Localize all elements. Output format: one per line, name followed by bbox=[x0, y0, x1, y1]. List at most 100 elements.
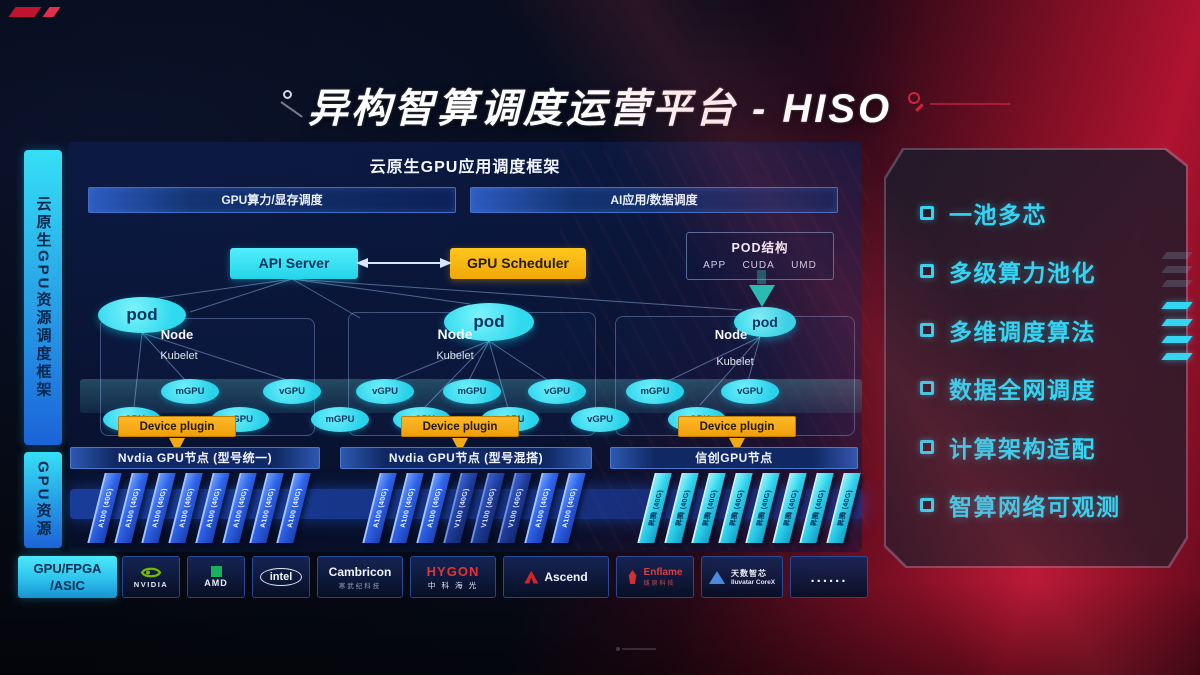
gpu-node-header-2: Nvdia GPU节点 (型号混搭) bbox=[340, 447, 592, 469]
square-bullet-icon bbox=[920, 322, 934, 337]
vendor-name: AMD bbox=[204, 578, 228, 588]
api-scheduler-arrow bbox=[356, 258, 452, 268]
vendor-row: NVIDIA AMD intel Cambricon 寒武纪科技 HYGON 中 科 海 光… bbox=[122, 556, 870, 598]
gpu-card-label: 昇腾 (40G) bbox=[836, 489, 854, 527]
square-bullet-icon bbox=[920, 439, 934, 454]
feature-label: 计算架构适配 bbox=[949, 435, 1096, 462]
kubelet-label-1: Kubelet bbox=[160, 350, 198, 362]
vendor-name: HYGON bbox=[426, 563, 480, 579]
square-bullet-icon bbox=[920, 381, 934, 396]
gpu-card-label: 昇腾 (40G) bbox=[701, 489, 719, 527]
pod-layer-app: APP bbox=[703, 260, 727, 271]
gpu-card-label: A100 (40G) bbox=[372, 488, 389, 528]
corner-stripe-decoration bbox=[8, 7, 42, 17]
feature-list: 一池多芯多级算力池化 多维调度算法数据全网调度 计算架构适配智算网络可观测 bbox=[886, 150, 1186, 566]
gpu-card-label: A100 (40G) bbox=[259, 488, 276, 528]
gpu-card-label: A100 (40G) bbox=[232, 488, 249, 528]
feature-item-1: 一池多芯 bbox=[920, 196, 1186, 230]
framework-bar-gpu: GPU算力/显存调度 bbox=[88, 187, 456, 213]
vendor-amd: AMD bbox=[187, 556, 245, 598]
framework-title: 云原生GPU应用调度框架 bbox=[369, 159, 561, 176]
framework-bar-ai: AI应用/数据调度 bbox=[470, 187, 838, 213]
pod-ellipse-1: pod bbox=[98, 297, 186, 333]
gpu-card-label: 昇腾 (40G) bbox=[674, 489, 692, 527]
vendor-row-inner: Ascend bbox=[524, 570, 588, 584]
asic-label-line1: GPU/FPGA bbox=[33, 561, 102, 576]
gpu-card-label: A100 (40G) bbox=[178, 488, 195, 528]
sidebar-framework-bar: 云原生GPU资源调度框架 bbox=[24, 150, 62, 445]
gpu-card-label: V100 (40G) bbox=[480, 488, 497, 528]
gpu-card-label: 昇腾 (40G) bbox=[647, 489, 665, 527]
square-bullet-icon bbox=[920, 206, 934, 220]
vendor-sub: 寒武纪科技 bbox=[338, 582, 382, 590]
gpu-card-label: A100 (40G) bbox=[151, 488, 168, 528]
feature-item-6: 智算网络可观测 bbox=[920, 488, 1186, 522]
gpu-card-label: V100 (40G) bbox=[453, 488, 470, 528]
mgpu-oval: mGPU bbox=[626, 379, 684, 404]
vendor-name: Enflame bbox=[643, 567, 683, 578]
device-plugin-3: Device plugin bbox=[678, 416, 796, 437]
sidebar-resource-label: GPU资源 bbox=[34, 461, 52, 539]
feature-item-3: 多维调度算法 bbox=[920, 313, 1186, 347]
gpu-scheduler-box: GPU Scheduler bbox=[450, 248, 586, 279]
feature-label: 数据全网调度 bbox=[949, 377, 1096, 404]
vendor-dots: ...... bbox=[790, 556, 868, 598]
gpu-fpga-asic-box: GPU/FPGA /ASIC bbox=[18, 556, 117, 598]
kubelet-label-3: Kubelet bbox=[716, 356, 754, 368]
corner-stripe-decoration bbox=[42, 7, 61, 17]
vgpu-oval: vGPU bbox=[571, 407, 629, 432]
iluvatar-logo-icon bbox=[708, 570, 725, 584]
kubelet-label-2: Kubelet bbox=[436, 350, 474, 362]
gpu-card-label: A100 (40G) bbox=[124, 488, 141, 528]
asic-label-line2: /ASIC bbox=[50, 577, 85, 593]
feature-item-5: 计算架构适配 bbox=[920, 430, 1186, 464]
pod-layer-umd: UMD bbox=[791, 260, 817, 271]
intel-logo-icon: intel bbox=[259, 568, 303, 586]
gpu-card-label: 昇腾 (40G) bbox=[809, 489, 827, 527]
pod-ellipse-3: pod bbox=[734, 307, 796, 337]
device-plugin-2: Device plugin bbox=[401, 416, 519, 437]
gpu-card-label: V100 (40G) bbox=[507, 488, 524, 528]
pod-ellipse-2: pod bbox=[444, 303, 534, 341]
footer-circuit-line bbox=[622, 648, 656, 650]
gpu-card-label: A100 (40G) bbox=[205, 488, 222, 528]
feature-item-2: 多级算力池化 bbox=[920, 254, 1186, 288]
pod-structure-title: POD结构 bbox=[731, 241, 789, 255]
vendor-name: NVIDIA bbox=[133, 579, 169, 589]
mgpu-oval: mGPU bbox=[443, 379, 501, 404]
gpu-card-label: A100 (40G) bbox=[534, 488, 551, 528]
vendor-sub: 燧原科技 bbox=[643, 581, 676, 587]
feature-label: 一池多芯 bbox=[949, 202, 1047, 228]
vendor-name: Cambricon bbox=[328, 564, 392, 579]
mgpu-oval: mGPU bbox=[161, 379, 219, 404]
vendor-sub: 中 科 海 光 bbox=[427, 580, 479, 590]
api-server-box: API Server bbox=[230, 248, 358, 279]
gpu-card-label: 昇腾 (40G) bbox=[728, 489, 746, 527]
vendor-row-inner: 天数智芯 Iluvatar CoreX bbox=[708, 568, 775, 586]
vgpu-oval: vGPU bbox=[721, 379, 779, 404]
features-panel-inner: 一池多芯多级算力池化 多维调度算法数据全网调度 计算架构适配智算网络可观测 bbox=[886, 150, 1186, 566]
vendor-nvidia: NVIDIA bbox=[122, 556, 180, 598]
vendor-text-col: Enflame 燧原科技 bbox=[644, 567, 683, 587]
square-bullet-icon bbox=[920, 497, 934, 512]
gpu-card-label: A100 (40G) bbox=[97, 488, 114, 528]
gpu-card-label: A100 (40G) bbox=[286, 488, 303, 528]
gpu-card-label: 昇腾 (40G) bbox=[755, 489, 773, 527]
gpu-card: A100 (40G) bbox=[276, 473, 311, 543]
enflame-logo-icon bbox=[628, 570, 637, 584]
vendor-text-col: 天数智芯 Iluvatar CoreX bbox=[731, 568, 775, 586]
gpu-card-label: A100 (40G) bbox=[561, 488, 578, 528]
vgpu-oval: vGPU bbox=[263, 379, 321, 404]
page-title: 异构智算调度运营平台 - HISO bbox=[307, 87, 893, 131]
features-panel: 一池多芯多级算力池化 多维调度算法数据全网调度 计算架构适配智算网络可观测 bbox=[884, 148, 1188, 568]
vendor-enflame: Enflame 燧原科技 bbox=[616, 556, 694, 598]
device-plugin-1: Device plugin bbox=[118, 416, 236, 437]
pod-structure-layers: APP CUDA UMD bbox=[687, 260, 833, 271]
vendor-hygon: HYGON 中 科 海 光 bbox=[410, 556, 496, 598]
vgpu-oval: vGPU bbox=[356, 379, 414, 404]
mgpu-oval: mGPU bbox=[311, 407, 369, 432]
vendor-name: Ascend bbox=[544, 570, 588, 584]
vgpu-oval: vGPU bbox=[528, 379, 586, 404]
node-label-1: Node bbox=[160, 327, 194, 342]
